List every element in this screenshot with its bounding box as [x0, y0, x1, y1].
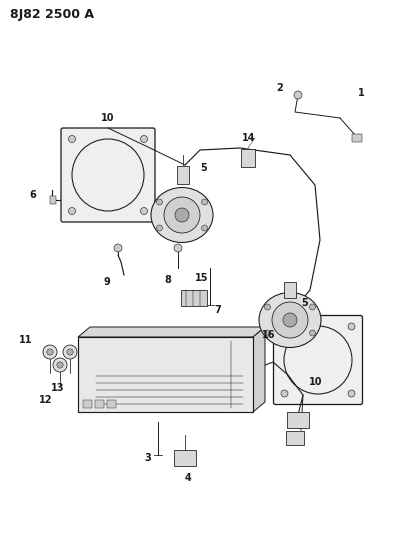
Text: 13: 13 [51, 383, 65, 393]
Text: 7: 7 [215, 305, 221, 315]
Bar [287, 412, 309, 428]
Ellipse shape [259, 293, 321, 348]
Circle shape [348, 323, 355, 330]
Text: 15: 15 [195, 273, 208, 283]
Polygon shape [78, 327, 265, 337]
Circle shape [264, 330, 270, 336]
Circle shape [156, 199, 162, 205]
Circle shape [294, 91, 302, 99]
Circle shape [43, 345, 57, 359]
Text: 1: 1 [358, 88, 365, 98]
Bar [352, 134, 362, 142]
Circle shape [281, 323, 288, 330]
Circle shape [140, 207, 148, 214]
Circle shape [264, 304, 270, 310]
Text: 5: 5 [302, 298, 308, 308]
Text: 5: 5 [200, 163, 207, 173]
Circle shape [53, 358, 67, 372]
Text: 4: 4 [185, 473, 191, 483]
Circle shape [175, 208, 189, 222]
Circle shape [281, 390, 288, 397]
Circle shape [57, 362, 63, 368]
Circle shape [114, 244, 122, 252]
Circle shape [68, 135, 76, 142]
Circle shape [63, 345, 77, 359]
Circle shape [202, 225, 208, 231]
Text: 10: 10 [309, 377, 323, 387]
Text: 6: 6 [29, 190, 36, 200]
Text: 12: 12 [39, 395, 53, 405]
Circle shape [164, 197, 200, 233]
Circle shape [47, 349, 53, 355]
Bar [286, 431, 304, 445]
Bar [174, 450, 196, 466]
Circle shape [283, 313, 297, 327]
Text: 9: 9 [104, 277, 110, 287]
Bar [107, 400, 116, 408]
Bar [78, 337, 253, 412]
Text: 14: 14 [242, 133, 256, 143]
Ellipse shape [151, 188, 213, 243]
Circle shape [310, 304, 316, 310]
Circle shape [156, 225, 162, 231]
Text: 10: 10 [101, 113, 115, 123]
Text: 8: 8 [164, 275, 172, 285]
FancyBboxPatch shape [274, 316, 362, 405]
Text: 3: 3 [145, 453, 151, 463]
Circle shape [310, 330, 316, 336]
Circle shape [68, 207, 76, 214]
FancyBboxPatch shape [61, 128, 155, 222]
Circle shape [67, 349, 73, 355]
Bar [181, 290, 207, 306]
Circle shape [348, 390, 355, 397]
Bar [83, 400, 92, 408]
Text: 2: 2 [277, 83, 283, 93]
Text: 8J82 2500 A: 8J82 2500 A [10, 8, 94, 21]
Bar [95, 400, 104, 408]
Circle shape [174, 244, 182, 252]
Circle shape [202, 199, 208, 205]
Bar [284, 282, 296, 298]
Bar [50, 196, 56, 204]
Circle shape [272, 302, 308, 338]
Circle shape [140, 135, 148, 142]
Bar [241, 149, 255, 167]
Text: 11: 11 [18, 335, 32, 345]
Polygon shape [253, 327, 265, 412]
Bar [177, 166, 189, 184]
Text: 16: 16 [262, 330, 276, 340]
